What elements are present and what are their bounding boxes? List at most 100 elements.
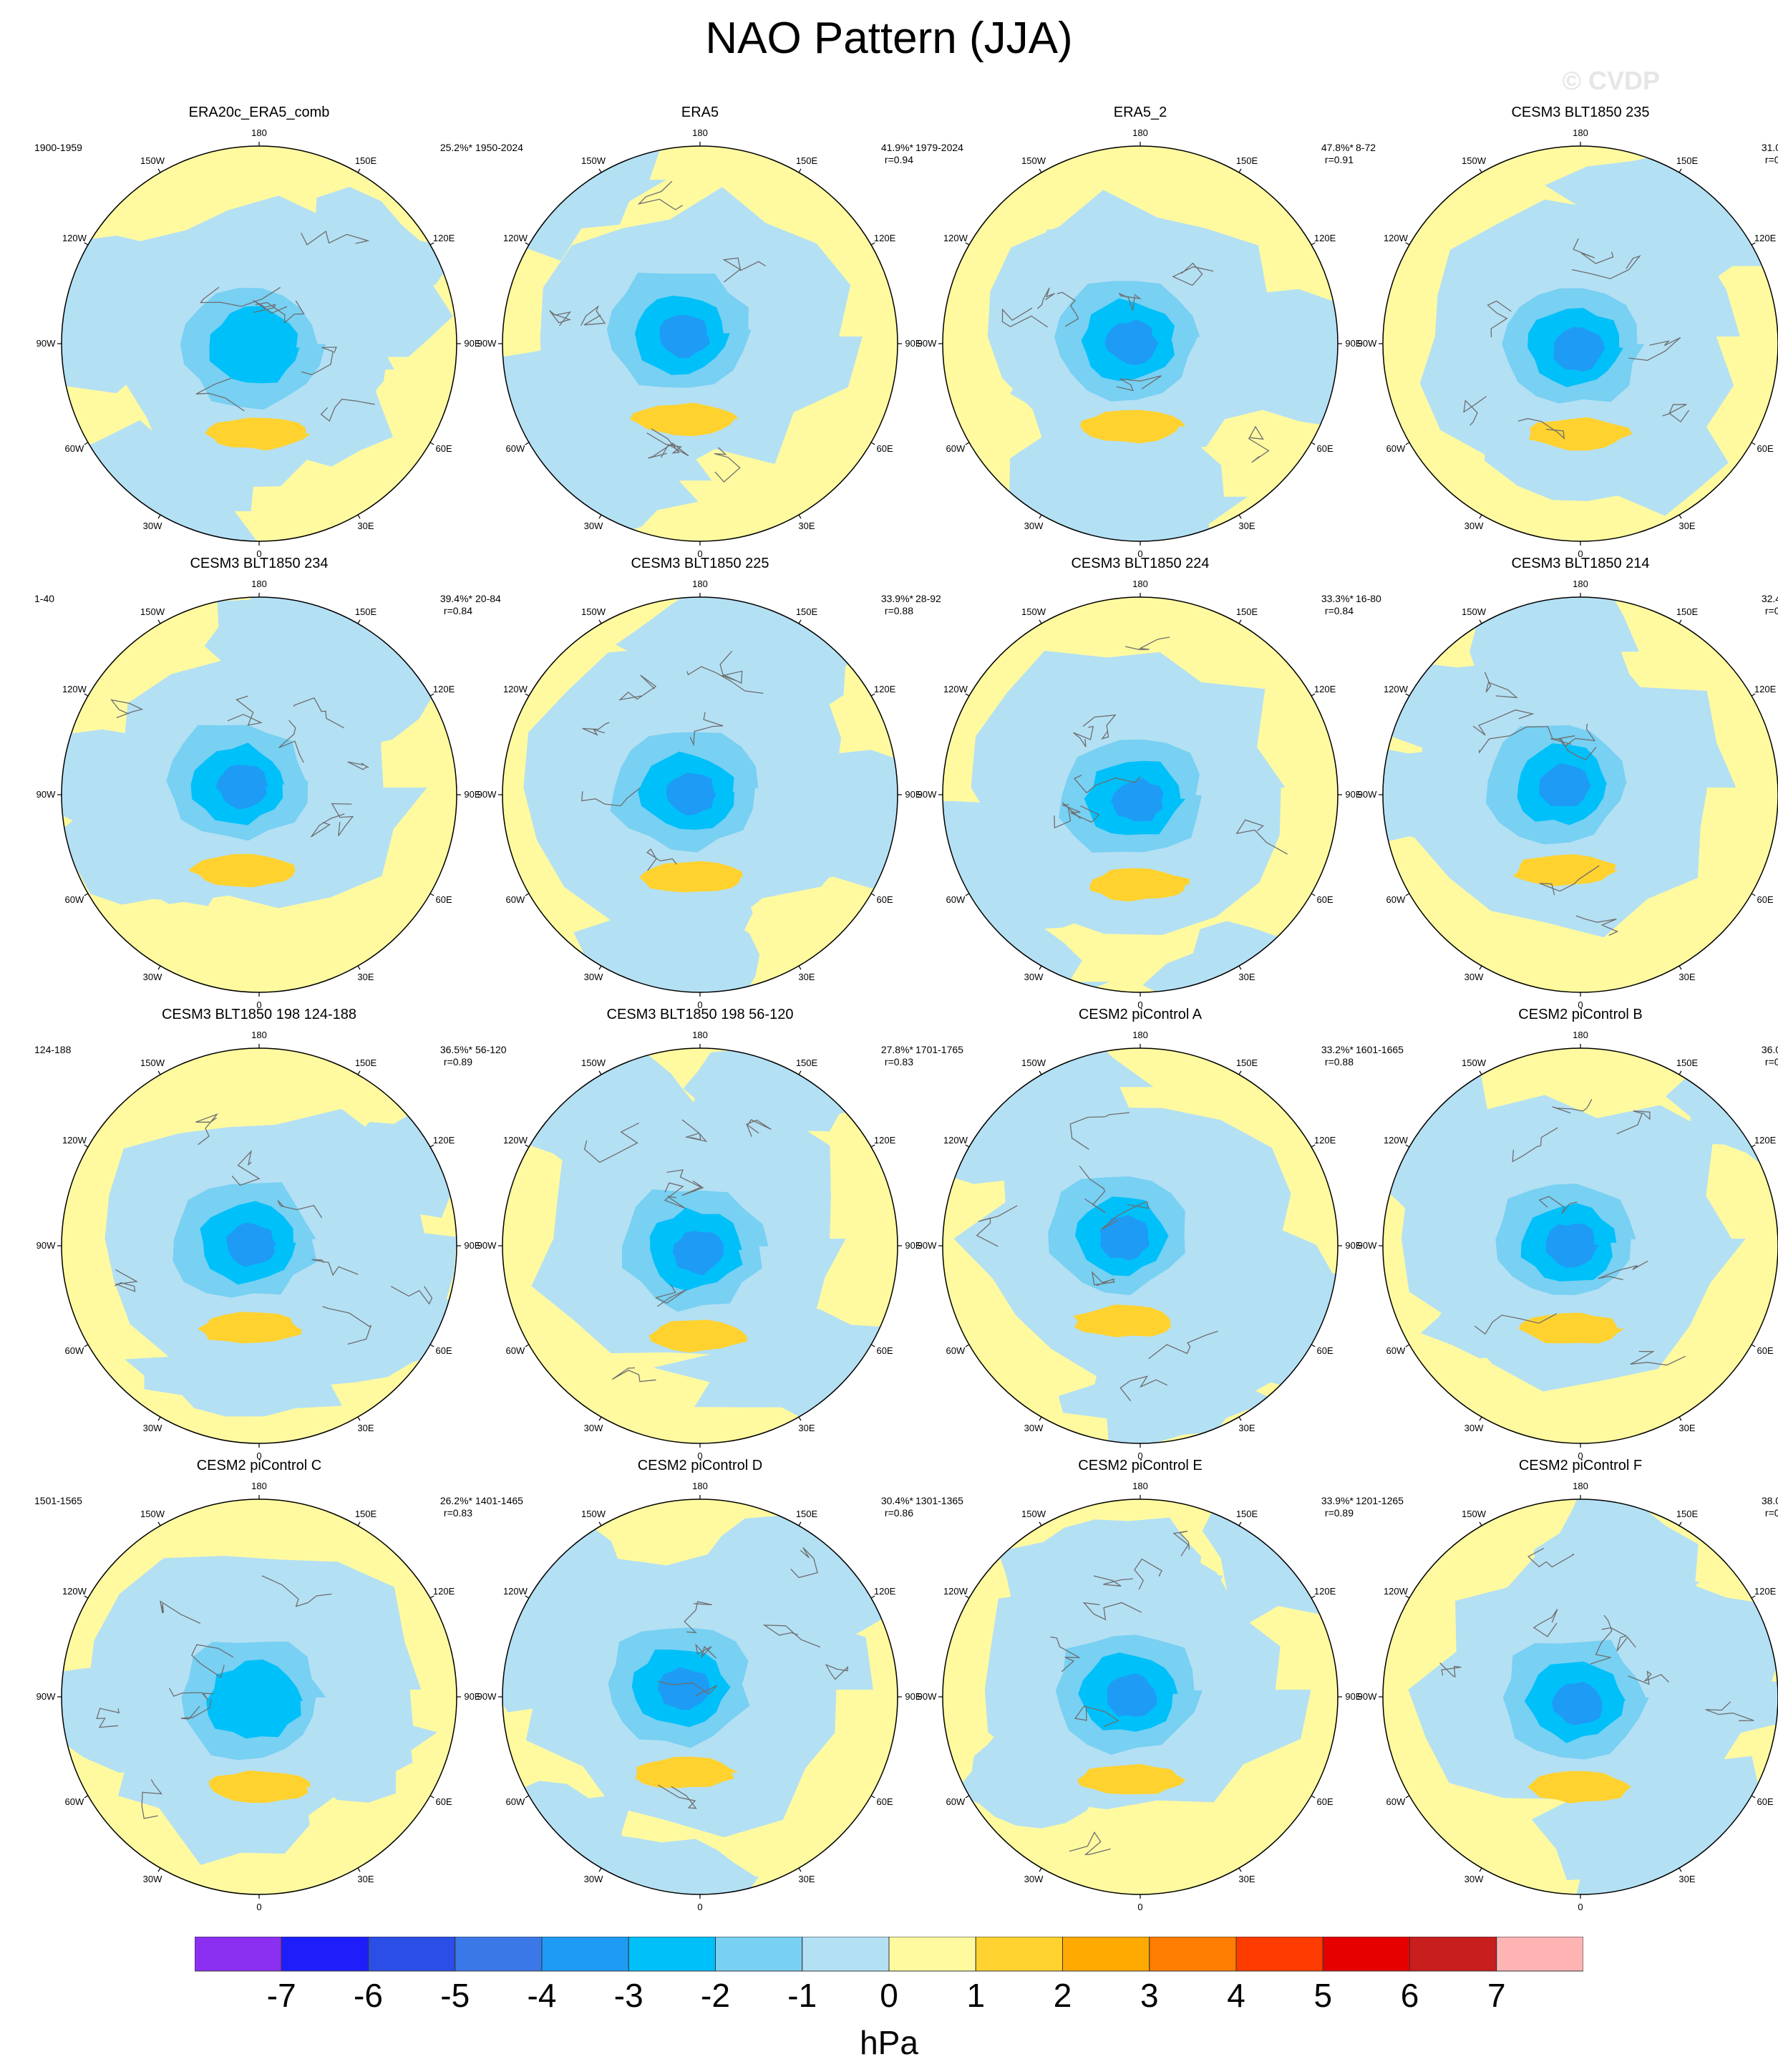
variance-explained: 25.2%*: [439, 142, 472, 153]
contour-plus1: [635, 1756, 739, 1788]
map-panel: CESM3 BLT1850 198 56-120 56-120 27.8%* r=0.…: [475, 1007, 922, 1461]
lon-tick: [357, 1867, 361, 1872]
lon-tick: [965, 242, 970, 246]
map-panel: CESM3 BLT1850 198 124-188 124-188 36.5%* r=…: [34, 1007, 481, 1461]
lon-tick: [525, 1144, 530, 1148]
lon-label: 60E: [435, 1796, 452, 1807]
map-panel: CESM3 BLT1850 224 28-92 33.3%* r=0.84 180 150…: [915, 556, 1362, 1010]
lon-label: 150W: [1021, 1509, 1046, 1520]
contour-minus3: [1545, 1223, 1599, 1268]
lon-label: 90E: [905, 338, 922, 349]
lon-tick: [157, 965, 161, 970]
panel-stats: 33.3%* r=0.84: [1321, 593, 1354, 617]
lon-tick: [357, 168, 361, 173]
lon-tick: [1479, 1867, 1482, 1872]
lon-tick: [1679, 1416, 1682, 1421]
lon-label: 120E: [432, 1586, 455, 1597]
lon-label: 30W: [142, 1873, 162, 1884]
panel-title: ERA20c_ERA5_comb: [188, 105, 330, 120]
lon-label: 0: [697, 999, 703, 1010]
contour-minus2: [206, 1659, 303, 1739]
lon-label: 180: [251, 1481, 267, 1491]
lon-tick: [429, 1144, 434, 1148]
lon-tick: [1751, 442, 1756, 445]
lon-tick: [1405, 442, 1410, 445]
variance-explained: 38.0%*: [1761, 1495, 1778, 1506]
lon-tick: [1751, 693, 1756, 697]
lon-tick: [1238, 168, 1242, 173]
lon-tick: [965, 1344, 970, 1347]
lon-tick: [1039, 514, 1042, 519]
lon-label: 180: [1132, 1030, 1148, 1040]
polar-map: [57, 142, 461, 546]
lon-label: 150W: [581, 1509, 606, 1520]
lon-label: 180: [251, 1030, 267, 1040]
colorbar-swatch: [628, 1937, 716, 1972]
panel-period: 8-72: [1356, 142, 1376, 153]
variance-explained: 36.5%*: [439, 1044, 472, 1055]
lon-tick: [1238, 1867, 1242, 1872]
lon-tick: [1479, 1416, 1482, 1421]
lon-label: 30W: [583, 1873, 603, 1884]
lon-tick: [1679, 1070, 1682, 1075]
contour-plus1: [1527, 1771, 1632, 1804]
lon-label: 90E: [1345, 338, 1362, 349]
lon-tick: [157, 1070, 161, 1075]
pattern-correlation: r=0.85: [1764, 1056, 1778, 1068]
lon-label: 0: [1578, 1902, 1583, 1912]
colorbar-tick-label: -5: [440, 1977, 470, 2014]
lon-tick: [1679, 1521, 1682, 1526]
lon-label: 60E: [1316, 894, 1334, 905]
lon-tick: [870, 893, 875, 896]
lon-tick: [965, 693, 970, 697]
lon-label: 180: [692, 1481, 708, 1491]
lon-label: 150W: [1462, 606, 1486, 618]
lon-label: 120W: [943, 1135, 968, 1146]
contour-minus3: [659, 314, 710, 359]
coastlines: [1463, 238, 1690, 440]
lon-label: 180: [1573, 1481, 1588, 1491]
lon-tick: [525, 242, 530, 246]
lon-label: 90E: [464, 1691, 481, 1702]
lon-label: 120W: [62, 684, 87, 694]
lon-tick: [357, 514, 361, 519]
lon-tick: [1039, 1416, 1042, 1421]
lon-tick: [1238, 1416, 1242, 1421]
panel-stats: 32.4%*r=0.81: [1762, 593, 1778, 617]
lon-tick: [1751, 1795, 1756, 1799]
colorbar-swatch: [541, 1937, 629, 1972]
panel-stats: 26.2%* r=0.83: [440, 1495, 472, 1519]
lon-label: 120W: [502, 1586, 528, 1597]
contour-minus3: [672, 1231, 725, 1276]
lon-label: 120W: [1383, 1135, 1408, 1146]
variance-explained: 33.9%*: [880, 593, 913, 604]
coastlines: [1474, 1098, 1686, 1366]
lon-label: 90W: [917, 1240, 937, 1251]
lon-tick: [1405, 1595, 1410, 1599]
lon-label: 60E: [876, 894, 893, 905]
lon-label: 90W: [1357, 1240, 1377, 1251]
lon-tick: [357, 1521, 361, 1526]
lon-tick: [798, 1867, 802, 1872]
lon-tick: [870, 693, 875, 697]
coastlines: [1050, 1530, 1190, 1855]
lon-label: 0: [256, 548, 262, 559]
lon-tick: [1679, 965, 1682, 970]
lon-tick: [84, 1344, 89, 1347]
lon-label: 150E: [1235, 1057, 1258, 1069]
lon-tick: [598, 1867, 602, 1872]
lon-label: 150E: [1235, 606, 1258, 618]
lon-label: 150E: [354, 606, 377, 618]
panel-stats: 47.8%* r=0.91: [1321, 142, 1354, 166]
lon-label: 90E: [905, 1691, 922, 1702]
lon-label: 150E: [795, 1057, 818, 1069]
lon-label: 120E: [1313, 1135, 1336, 1146]
lon-tick: [1311, 442, 1316, 445]
lon-label: 150W: [140, 1057, 165, 1069]
lon-label: 60W: [505, 1796, 525, 1807]
colorbar-tick-label: 4: [1227, 1977, 1245, 2014]
lon-label: 0: [697, 548, 703, 559]
watermark: © CVDP: [1562, 66, 1660, 95]
lon-tick: [1039, 1867, 1042, 1872]
lon-label: 0: [697, 1451, 703, 1461]
